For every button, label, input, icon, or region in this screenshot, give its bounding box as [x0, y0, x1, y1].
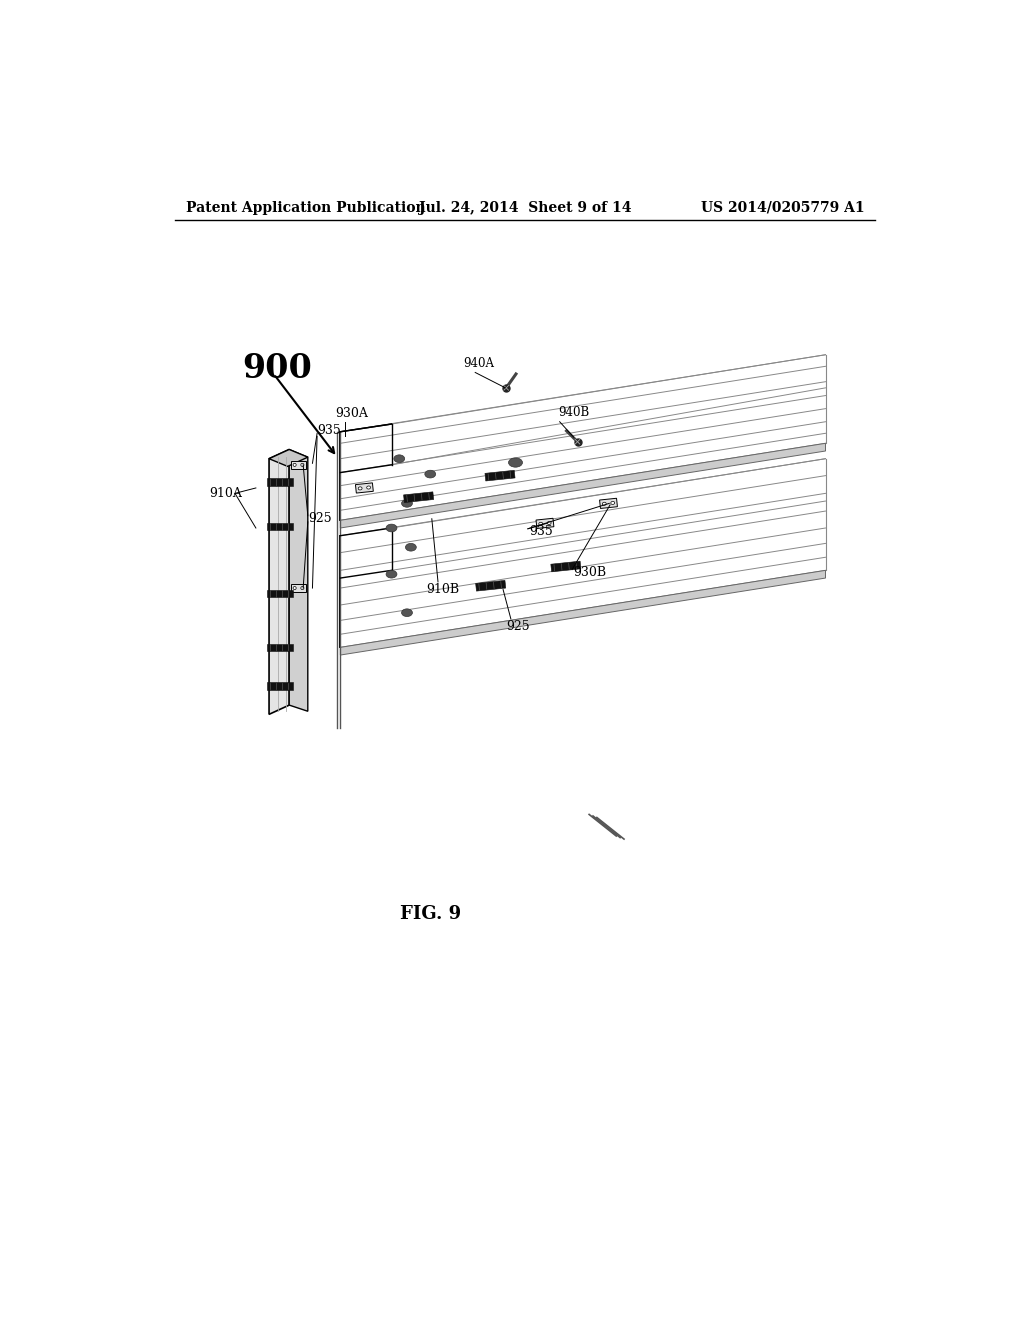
- Text: FIG. 9: FIG. 9: [399, 906, 461, 923]
- Ellipse shape: [425, 470, 435, 478]
- Text: 935: 935: [317, 424, 341, 437]
- Polygon shape: [269, 449, 308, 466]
- Polygon shape: [269, 449, 289, 714]
- Polygon shape: [476, 581, 506, 591]
- Ellipse shape: [386, 570, 397, 578]
- Polygon shape: [485, 470, 515, 480]
- Polygon shape: [266, 478, 293, 486]
- Text: 900: 900: [243, 352, 312, 385]
- Text: 910A: 910A: [209, 487, 243, 500]
- Ellipse shape: [394, 455, 404, 462]
- Ellipse shape: [293, 586, 296, 590]
- Text: 930B: 930B: [573, 566, 607, 579]
- Ellipse shape: [401, 499, 413, 507]
- Polygon shape: [289, 449, 308, 711]
- Polygon shape: [600, 498, 617, 508]
- Text: 925: 925: [506, 620, 529, 634]
- Ellipse shape: [539, 523, 543, 525]
- Ellipse shape: [610, 502, 614, 504]
- Ellipse shape: [602, 502, 606, 506]
- Text: 910B: 910B: [426, 583, 460, 597]
- Polygon shape: [266, 644, 293, 651]
- Text: Patent Application Publication: Patent Application Publication: [186, 201, 426, 215]
- Polygon shape: [291, 461, 306, 469]
- Text: 940A: 940A: [463, 358, 494, 370]
- Ellipse shape: [367, 486, 371, 490]
- Ellipse shape: [293, 463, 296, 466]
- Text: 935: 935: [529, 525, 553, 539]
- Polygon shape: [266, 590, 293, 597]
- Polygon shape: [355, 483, 374, 494]
- Ellipse shape: [401, 609, 413, 616]
- Polygon shape: [340, 444, 825, 528]
- Text: 925: 925: [308, 512, 332, 525]
- Text: 930A: 930A: [336, 407, 369, 420]
- Polygon shape: [340, 570, 825, 655]
- Ellipse shape: [386, 524, 397, 532]
- Polygon shape: [403, 492, 434, 503]
- Text: Jul. 24, 2014  Sheet 9 of 14: Jul. 24, 2014 Sheet 9 of 14: [419, 201, 631, 215]
- Ellipse shape: [301, 463, 304, 466]
- Ellipse shape: [358, 487, 362, 490]
- Ellipse shape: [406, 544, 417, 552]
- Ellipse shape: [547, 521, 551, 524]
- Polygon shape: [266, 523, 293, 531]
- Text: 940B: 940B: [558, 405, 590, 418]
- Ellipse shape: [301, 586, 304, 590]
- Polygon shape: [551, 561, 581, 572]
- Ellipse shape: [509, 458, 522, 467]
- Polygon shape: [536, 519, 554, 528]
- Polygon shape: [266, 682, 293, 689]
- Polygon shape: [291, 585, 306, 591]
- Text: US 2014/0205779 A1: US 2014/0205779 A1: [700, 201, 864, 215]
